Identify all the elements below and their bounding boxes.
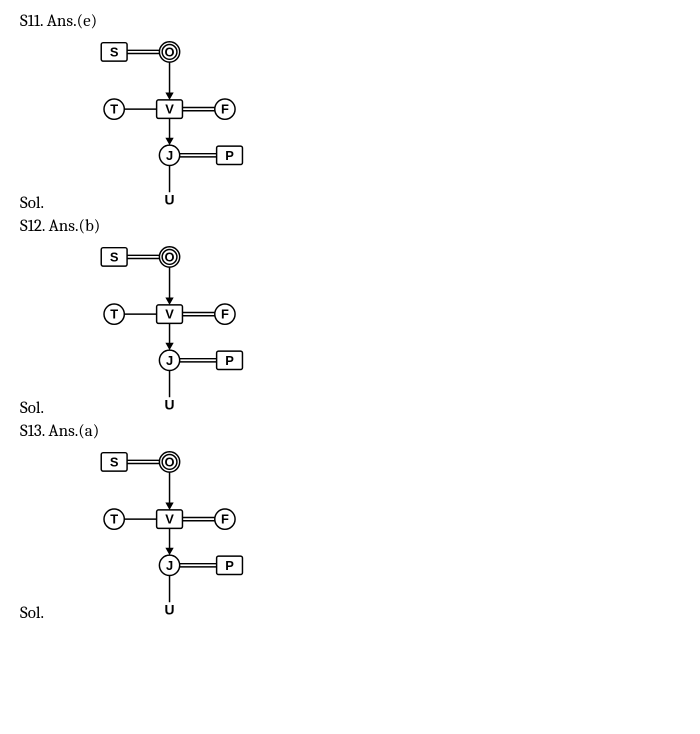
node-v: V bbox=[157, 100, 183, 118]
node-j: J bbox=[159, 350, 179, 370]
node-label: P bbox=[225, 353, 234, 368]
node-label: V bbox=[165, 512, 174, 527]
sol-label: Sol. bbox=[20, 399, 56, 418]
solution-block: S13. Ans.(a) Sol. S O T V F J P U bbox=[20, 422, 680, 623]
node-o: O bbox=[159, 42, 179, 62]
node-o: O bbox=[159, 452, 179, 472]
node-label: S bbox=[110, 44, 119, 59]
node-label: O bbox=[165, 249, 175, 264]
question-header: S11. Ans.(e) bbox=[20, 12, 680, 31]
node-j: J bbox=[159, 555, 179, 575]
node-s: S bbox=[101, 43, 127, 61]
node-label: J bbox=[166, 353, 173, 368]
solution-diagram: S O T V F J P U bbox=[68, 33, 308, 213]
question-header: S12. Ans.(b) bbox=[20, 217, 680, 236]
node-label: F bbox=[221, 512, 229, 527]
node-label: V bbox=[165, 307, 174, 322]
node-label: V bbox=[165, 102, 174, 117]
solution-block: S12. Ans.(b) Sol. S O T V F J P U bbox=[20, 217, 680, 418]
node-label: P bbox=[225, 558, 234, 573]
node-u: U bbox=[165, 602, 175, 618]
node-label: U bbox=[165, 397, 175, 413]
node-label: O bbox=[165, 454, 175, 469]
node-label: J bbox=[166, 148, 173, 163]
node-label: U bbox=[165, 602, 175, 618]
node-j: J bbox=[159, 145, 179, 165]
node-u: U bbox=[165, 192, 175, 208]
node-label: J bbox=[166, 558, 173, 573]
node-o: O bbox=[159, 247, 179, 267]
node-label: F bbox=[221, 102, 229, 117]
solution-block: S11. Ans.(e) Sol. S O T V F J P U bbox=[20, 12, 680, 213]
node-s: S bbox=[101, 453, 127, 471]
node-v: V bbox=[157, 305, 183, 323]
node-v: V bbox=[157, 510, 183, 528]
node-label: F bbox=[221, 307, 229, 322]
sol-label: Sol. bbox=[20, 604, 56, 623]
node-t: T bbox=[104, 304, 124, 324]
node-label: T bbox=[110, 307, 118, 322]
node-u: U bbox=[165, 397, 175, 413]
solution-diagram: S O T V F J P U bbox=[68, 238, 308, 418]
node-label: U bbox=[165, 192, 175, 208]
node-p: P bbox=[217, 556, 243, 574]
solution-diagram: S O T V F J P U bbox=[68, 443, 308, 623]
node-f: F bbox=[215, 304, 235, 324]
node-s: S bbox=[101, 248, 127, 266]
node-label: P bbox=[225, 148, 234, 163]
node-t: T bbox=[104, 509, 124, 529]
question-header: S13. Ans.(a) bbox=[20, 422, 680, 441]
node-p: P bbox=[217, 351, 243, 369]
node-label: S bbox=[110, 454, 119, 469]
node-label: O bbox=[165, 44, 175, 59]
node-label: T bbox=[110, 102, 118, 117]
node-p: P bbox=[217, 146, 243, 164]
node-t: T bbox=[104, 99, 124, 119]
node-f: F bbox=[215, 509, 235, 529]
sol-label: Sol. bbox=[20, 194, 56, 213]
node-label: T bbox=[110, 512, 118, 527]
node-label: S bbox=[110, 249, 119, 264]
node-f: F bbox=[215, 99, 235, 119]
